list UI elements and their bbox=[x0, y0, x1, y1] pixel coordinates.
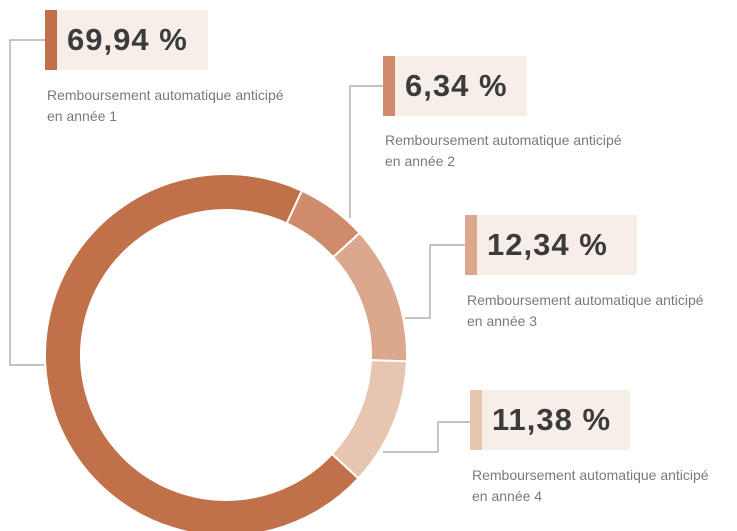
value-label: 11,38 % bbox=[492, 402, 612, 437]
category-label: Remboursement automatique anticipé en an… bbox=[385, 132, 622, 169]
leader-line bbox=[383, 421, 470, 453]
donut-segment bbox=[331, 231, 408, 363]
value-box bbox=[45, 10, 208, 70]
value-box bbox=[470, 390, 630, 450]
leader-line bbox=[405, 244, 465, 319]
category-label: Remboursement automatique anticipé en an… bbox=[472, 467, 709, 504]
value-label: 6,34 % bbox=[405, 68, 508, 103]
value-box bbox=[383, 56, 527, 116]
leader-lines bbox=[9, 39, 470, 453]
category-label: Remboursement automatique anticipé en an… bbox=[47, 87, 284, 124]
value-label: 12,34 % bbox=[487, 227, 608, 262]
leader-line bbox=[349, 85, 383, 218]
value-box bbox=[465, 215, 637, 275]
donut-segment bbox=[44, 173, 360, 531]
category-label: Remboursement automatique anticipé en an… bbox=[467, 292, 704, 329]
value-label: 69,94 % bbox=[67, 22, 188, 57]
donut-segment bbox=[330, 359, 408, 480]
leader-line bbox=[9, 39, 45, 366]
